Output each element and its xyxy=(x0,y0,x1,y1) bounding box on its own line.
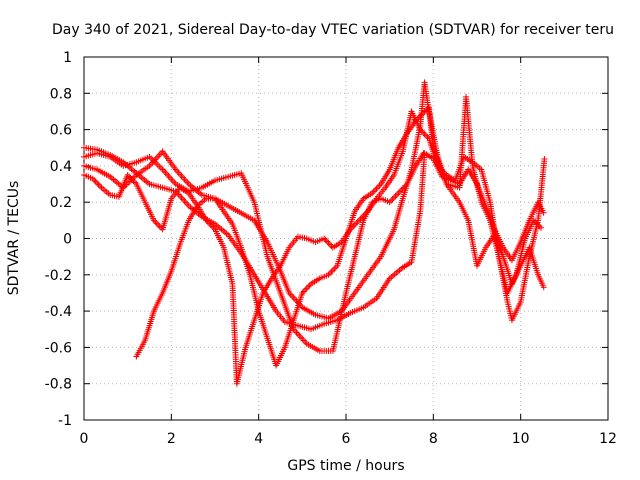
data-point xyxy=(97,183,104,190)
data-point xyxy=(305,283,312,290)
data-point xyxy=(538,224,545,231)
y-tick-label: -0.8 xyxy=(45,377,72,393)
y-tick-label: 0.6 xyxy=(50,123,72,139)
data-point xyxy=(375,184,382,191)
data-point xyxy=(423,132,430,139)
x-tick-label: 8 xyxy=(429,431,438,447)
data-point xyxy=(418,111,425,118)
series-track-5 xyxy=(81,150,427,355)
y-tick-label: -1 xyxy=(58,413,72,429)
y-axis-label: SDTVAR / TECUs xyxy=(6,181,22,296)
data-point xyxy=(541,156,548,163)
data-point xyxy=(331,265,338,272)
y-tick-label: 0 xyxy=(63,232,72,248)
data-point xyxy=(156,223,163,230)
x-axis-label: GPS time / hours xyxy=(287,458,404,474)
series-track-2 xyxy=(81,79,547,322)
y-tick-label: 1 xyxy=(63,50,72,66)
data-point xyxy=(351,221,358,228)
data-point xyxy=(322,237,329,244)
data-point xyxy=(306,282,313,289)
x-ticks: 0 2 4 6 8 10 12 xyxy=(80,57,617,447)
data-point xyxy=(395,190,402,197)
data-point xyxy=(303,285,310,292)
data-point xyxy=(393,191,400,198)
data-points xyxy=(81,79,548,387)
data-point xyxy=(391,194,398,201)
data-point xyxy=(388,197,395,204)
series-track-4 xyxy=(81,108,545,387)
data-point xyxy=(533,220,540,227)
x-tick-label: 10 xyxy=(512,431,530,447)
data-point xyxy=(540,284,547,291)
grid xyxy=(84,57,608,420)
data-point xyxy=(302,286,309,293)
x-tick-label: 0 xyxy=(80,431,89,447)
y-tick-label: -0.2 xyxy=(45,268,72,284)
data-point xyxy=(540,209,547,216)
x-tick-label: 6 xyxy=(342,431,351,447)
y-ticks: -1 -0.8 -0.6 -0.4 -0.2 0 0.2 0.4 0.6 0.8 1 xyxy=(45,50,608,429)
data-point xyxy=(153,220,160,227)
data-point xyxy=(420,150,427,157)
y-tick-label: 0.8 xyxy=(50,86,72,102)
data-point xyxy=(325,240,332,247)
data-point xyxy=(354,218,361,225)
data-point xyxy=(329,267,336,274)
data-point xyxy=(417,112,424,119)
data-point xyxy=(94,180,101,187)
data-point xyxy=(370,188,377,195)
data-point xyxy=(92,178,99,185)
data-point xyxy=(373,185,380,192)
chart-title: Day 340 of 2021, Sidereal Day-to-day VTE… xyxy=(52,22,614,38)
data-point xyxy=(421,131,428,138)
y-tick-label: 0.4 xyxy=(50,159,72,175)
x-tick-label: 4 xyxy=(254,431,263,447)
y-tick-label: 0.2 xyxy=(50,195,72,211)
data-point xyxy=(95,181,102,188)
data-point xyxy=(372,187,379,194)
data-point xyxy=(396,188,403,195)
x-tick-label: 2 xyxy=(167,431,176,447)
data-point xyxy=(392,193,399,200)
x-tick-label: 12 xyxy=(599,431,617,447)
y-tick-label: -0.4 xyxy=(45,304,72,320)
y-tick-label: -0.6 xyxy=(45,340,72,356)
data-point xyxy=(328,268,335,275)
